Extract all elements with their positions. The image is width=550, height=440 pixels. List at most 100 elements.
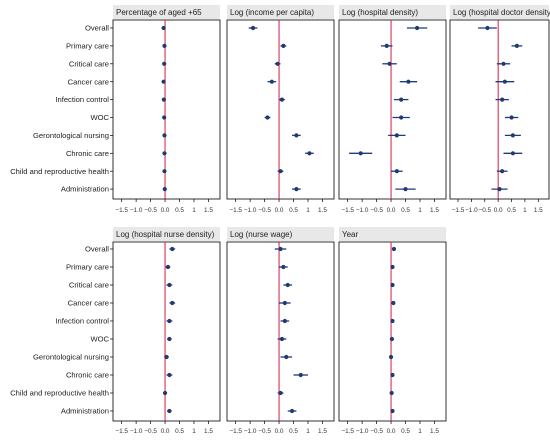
panel-header — [113, 227, 220, 241]
x-tick-label: 0.0 — [387, 207, 396, 214]
row-label: Primary care — [66, 42, 109, 51]
panel-header — [227, 5, 334, 19]
x-tick-label: 0.0 — [494, 207, 503, 214]
point-estimate — [282, 300, 287, 306]
x-tick-label: −0.5 — [370, 428, 383, 435]
point-estimate — [162, 43, 167, 49]
row-label: Chronic care — [66, 371, 109, 380]
point-estimate — [279, 336, 285, 342]
point-estimate — [384, 43, 389, 49]
plot-frame — [112, 241, 221, 422]
plot-frame — [449, 19, 550, 200]
x-tick-label: −1.5 — [341, 207, 354, 214]
row-label: Infection control — [55, 317, 109, 326]
x-tick-label: 1 — [306, 428, 310, 435]
point-estimate — [399, 115, 404, 120]
x-tick-label: −0.5 — [144, 428, 157, 435]
x-tick-label: 1 — [192, 207, 196, 214]
point-estimate — [162, 169, 167, 174]
x-tick-label: 0.0 — [275, 428, 284, 435]
x-tick-label: 1 — [418, 207, 422, 214]
x-tick-label: 1 — [418, 428, 422, 435]
x-tick-label: 0.0 — [161, 428, 170, 435]
point-estimate — [279, 97, 285, 102]
point-estimate — [281, 43, 286, 49]
x-tick-label: 1 — [192, 428, 196, 435]
point-estimate — [265, 115, 270, 120]
x-tick-label: −1.5 — [229, 207, 242, 214]
x-tick-label: −1.5 — [115, 207, 128, 214]
point-estimate — [162, 133, 167, 138]
x-tick-label: −1.5 — [452, 207, 465, 214]
point-estimate — [389, 336, 395, 342]
point-estimate — [278, 390, 283, 396]
point-estimate — [391, 300, 396, 306]
x-tick-label: 1.5 — [204, 207, 213, 214]
row-label: Critical care — [69, 59, 109, 68]
x-tick-label: 0.5 — [401, 207, 410, 214]
x-tick-label: 1 — [523, 207, 527, 214]
point-estimate — [394, 133, 399, 138]
row-label: WOC — [90, 113, 109, 122]
point-estimate — [162, 187, 167, 192]
x-tick-label: −1.0 — [356, 207, 369, 214]
point-estimate — [390, 408, 395, 414]
x-tick-label: 0.0 — [275, 207, 284, 214]
x-tick-label: 1.5 — [204, 428, 213, 435]
point-estimate — [164, 354, 169, 360]
x-tick-label: −0.5 — [478, 207, 491, 214]
row-label: Overall — [85, 24, 109, 33]
x-tick-label: −1.5 — [115, 428, 128, 435]
x-tick-label: −0.5 — [144, 207, 157, 214]
x-tick-label: −1.0 — [244, 207, 257, 214]
point-estimate — [485, 25, 490, 31]
plot-frame — [226, 19, 335, 200]
x-tick-label: −1.0 — [244, 428, 257, 435]
point-estimate — [390, 264, 395, 270]
point-estimate — [497, 187, 502, 192]
x-tick-label: 0.5 — [289, 428, 298, 435]
point-estimate — [285, 282, 290, 288]
point-estimate — [500, 169, 505, 174]
x-tick-label: −1.5 — [229, 428, 242, 435]
panel-title: Log (nurse wage) — [230, 230, 293, 239]
point-estimate — [406, 79, 411, 84]
x-tick-label: 0.5 — [175, 428, 184, 435]
point-estimate — [414, 25, 420, 31]
row-label: Chronic care — [66, 149, 109, 158]
point-estimate — [390, 318, 395, 324]
plot-frame — [338, 19, 447, 200]
x-tick-label: 0.0 — [387, 428, 396, 435]
x-tick-label: −1.0 — [465, 207, 478, 214]
point-estimate — [167, 318, 172, 324]
x-tick-label: 0.0 — [161, 207, 170, 214]
panel-title: Percentage of aged +65 — [116, 8, 202, 17]
row-label: Child and reproductive health — [10, 389, 109, 398]
point-estimate — [278, 169, 283, 174]
row-label: Critical care — [69, 281, 109, 290]
point-estimate — [502, 79, 507, 84]
x-tick-label: 1.5 — [534, 207, 543, 214]
row-label: Cancer care — [68, 77, 109, 86]
point-estimate — [275, 61, 280, 66]
point-estimate — [162, 151, 167, 156]
x-tick-label: 0.5 — [175, 207, 184, 214]
point-estimate — [281, 264, 286, 270]
point-estimate — [170, 300, 175, 306]
point-estimate — [307, 151, 312, 156]
point-estimate — [358, 151, 363, 156]
point-estimate — [294, 133, 299, 138]
point-estimate — [391, 246, 397, 252]
point-estimate — [298, 372, 303, 378]
point-estimate — [162, 390, 168, 396]
row-label: Administration — [61, 407, 109, 416]
point-estimate — [510, 151, 515, 156]
row-label: Overall — [85, 245, 109, 254]
x-tick-label: −0.5 — [258, 428, 271, 435]
point-estimate — [167, 408, 172, 414]
point-estimate — [294, 187, 299, 192]
x-tick-label: 1.5 — [318, 207, 327, 214]
panel-header — [227, 227, 334, 241]
point-estimate — [394, 169, 399, 174]
